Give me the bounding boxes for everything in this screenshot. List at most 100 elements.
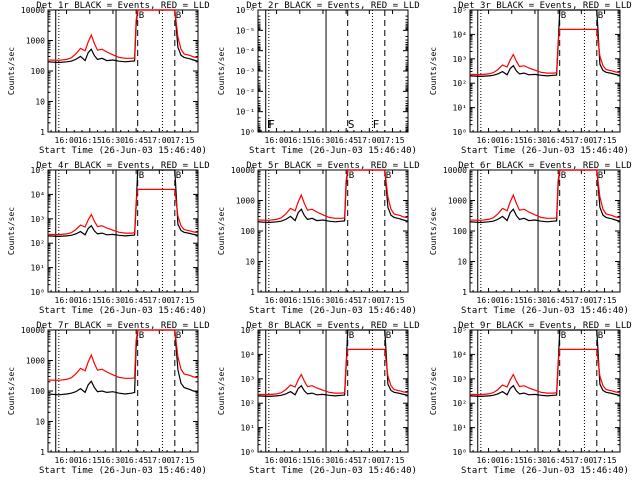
y-tick-label: 100 (31, 67, 46, 76)
interval-marker-letter: B (139, 171, 144, 181)
x-tick-label: 16:00 (265, 296, 289, 305)
x-tick-label: 16:15 (500, 136, 524, 145)
y-tick-label: 10² (241, 399, 255, 408)
x-tick-label: 16:30 (523, 296, 547, 305)
events-series-line (257, 169, 409, 224)
x-tick-label: 16:15 (500, 296, 524, 305)
y-axis-label: Counts/sec (7, 207, 16, 255)
x-tick-label: 16:00 (265, 136, 289, 145)
y-tick-label: 10000 (231, 166, 255, 175)
y-tick-label: 1 (250, 288, 255, 297)
y-axis-label: Counts/sec (429, 47, 438, 95)
y-axis-label: Counts/sec (7, 367, 16, 415)
x-tick-label: 16:15 (78, 296, 102, 305)
x-tick-label: 16:30 (311, 456, 335, 465)
x-tick-label: 16:15 (288, 296, 312, 305)
interval-marker-letter: B (561, 331, 566, 341)
x-tick-label: 17:00 (569, 136, 593, 145)
y-tick-label: 10⁰ (241, 128, 255, 137)
x-tick-label: 17:15 (592, 456, 616, 465)
y-tick-label: 10² (31, 239, 45, 248)
interval-marker-letter: B (349, 331, 354, 341)
panel-title: Det 9r BLACK = Events, RED = LLD (458, 321, 631, 331)
x-axis-label: Start Time (26-Jun-03 15:46:40) (39, 306, 207, 316)
events-series-line (469, 9, 621, 78)
interval-marker-letter: B (598, 11, 603, 21)
y-axis-label: Counts/sec (217, 47, 226, 95)
y-tick-label: 10⁵ (31, 166, 45, 175)
y-tick-label: 1 (462, 288, 467, 297)
plot-frame (469, 329, 621, 453)
lld-series-line (47, 9, 199, 61)
y-tick-label: 10⁴ (453, 350, 467, 359)
x-tick-label: 17:15 (170, 136, 194, 145)
panel-title: Det 3r BLACK = Events, RED = LLD (458, 1, 631, 11)
panel-title: Det 5r BLACK = Events, RED = LLD (246, 161, 419, 171)
y-tick-label: 10¹ (453, 424, 467, 433)
y-tick-label: 10 (35, 418, 45, 427)
x-tick-label: 16:30 (311, 136, 335, 145)
x-tick-label: 17:15 (170, 456, 194, 465)
x-axis-label: Start Time (26-Jun-03 15:46:40) (249, 146, 417, 156)
y-tick-label: 10¹ (241, 424, 255, 433)
y-axis-label: Counts/sec (429, 367, 438, 415)
flag-letter: F (373, 118, 380, 131)
x-tick-label: 16:30 (523, 136, 547, 145)
x-tick-label: 16:45 (546, 296, 570, 305)
flag-letter: F (268, 118, 275, 131)
interval-marker-letter: B (139, 331, 144, 341)
panel-title: Det 4r BLACK = Events, RED = LLD (36, 161, 209, 171)
y-axis-label: Counts/sec (7, 47, 16, 95)
y-tick-label: 10⁰ (453, 448, 467, 457)
x-tick-label: 17:15 (592, 136, 616, 145)
x-tick-label: 17:00 (147, 456, 171, 465)
x-tick-label: 16:15 (500, 456, 524, 465)
plot-frame (257, 169, 409, 293)
x-tick-label: 17:00 (357, 296, 381, 305)
y-tick-label: 10³ (31, 215, 45, 224)
y-tick-label: 10⁻¹ (236, 108, 255, 117)
plot-frame (47, 169, 199, 293)
interval-marker-letter: B (176, 11, 181, 21)
y-tick-label: 1000 (448, 197, 467, 206)
interval-marker-letter: B (176, 171, 181, 181)
y-axis-label: Counts/sec (217, 367, 226, 415)
x-tick-label: 16:00 (477, 296, 501, 305)
y-tick-label: 10000 (443, 166, 467, 175)
y-tick-label: 10⁰ (453, 128, 467, 137)
plot-frame (47, 9, 199, 133)
x-axis-label: Start Time (26-Jun-03 15:46:40) (39, 466, 207, 476)
x-tick-label: 16:00 (55, 456, 79, 465)
x-tick-label: 16:00 (265, 456, 289, 465)
x-axis-label: Start Time (26-Jun-03 15:46:40) (461, 466, 629, 476)
x-tick-label: 16:15 (288, 136, 312, 145)
x-tick-label: 16:45 (546, 456, 570, 465)
x-tick-label: 16:00 (477, 136, 501, 145)
x-axis-label: Start Time (26-Jun-03 15:46:40) (461, 306, 629, 316)
interval-marker-letter: B (386, 331, 391, 341)
x-tick-label: 16:30 (101, 456, 125, 465)
x-tick-label: 16:30 (101, 296, 125, 305)
lld-series-line (469, 28, 621, 76)
interval-marker-letter: B (176, 331, 181, 341)
x-tick-label: 17:15 (380, 136, 404, 145)
interval-marker-letter: B (598, 171, 603, 181)
flag-letter: S (348, 118, 355, 131)
x-tick-label: 17:15 (380, 296, 404, 305)
y-tick-label: 100 (453, 227, 468, 236)
y-tick-label: 10⁰ (31, 288, 45, 297)
x-tick-label: 16:45 (334, 296, 358, 305)
y-tick-label: 10³ (453, 55, 467, 64)
y-tick-label: 10⁻² (236, 87, 255, 96)
x-tick-label: 16:45 (124, 136, 148, 145)
y-tick-label: 10¹ (453, 104, 467, 113)
lld-series-line (47, 329, 199, 381)
events-series-line (469, 169, 621, 224)
plot-frame (469, 9, 621, 133)
interval-marker-letter: B (139, 11, 144, 21)
y-tick-label: 100 (241, 227, 256, 236)
